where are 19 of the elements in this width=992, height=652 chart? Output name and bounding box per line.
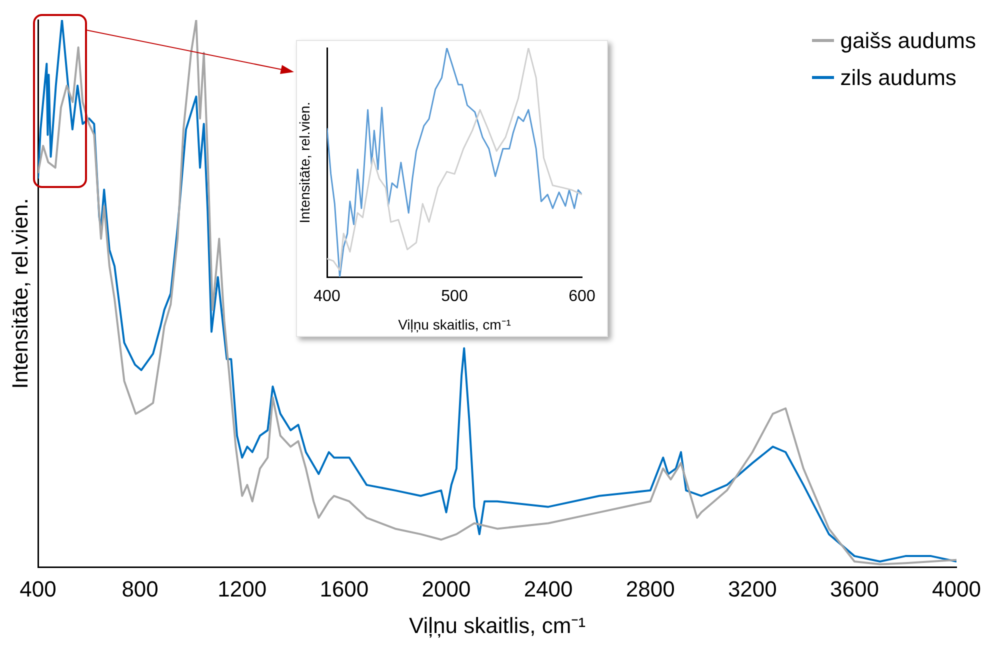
- x-tick-label: 600: [568, 288, 596, 306]
- legend-label: gaišs audums: [840, 28, 976, 54]
- x-tick-label: 4000: [932, 576, 982, 602]
- x-tick-label: 500: [441, 288, 468, 306]
- x-tick-label: 2000: [422, 576, 471, 602]
- x-tick-label: 400: [20, 576, 56, 602]
- x-tick-label: 3200: [728, 576, 777, 602]
- x-tick-label: 3600: [830, 576, 879, 602]
- x-tick-label: 400: [314, 288, 340, 306]
- x-tick-label: 800: [122, 576, 158, 602]
- x-axis-title: Viļņu skaitlis, cm⁻¹: [398, 316, 512, 332]
- x-tick-label: 1200: [218, 576, 267, 602]
- legend-label: zils audums: [840, 64, 956, 90]
- y-axis-title: Intensitāte, rel.vien.: [7, 198, 32, 389]
- x-tick-label: 2800: [626, 576, 675, 602]
- x-tick-label: 2400: [524, 576, 573, 602]
- y-axis-title: Intensitāte, rel.vien.: [296, 102, 312, 224]
- x-axis-title: Viļņu skaitlis, cm⁻¹: [409, 612, 586, 638]
- x-tick-label: 1600: [320, 576, 369, 602]
